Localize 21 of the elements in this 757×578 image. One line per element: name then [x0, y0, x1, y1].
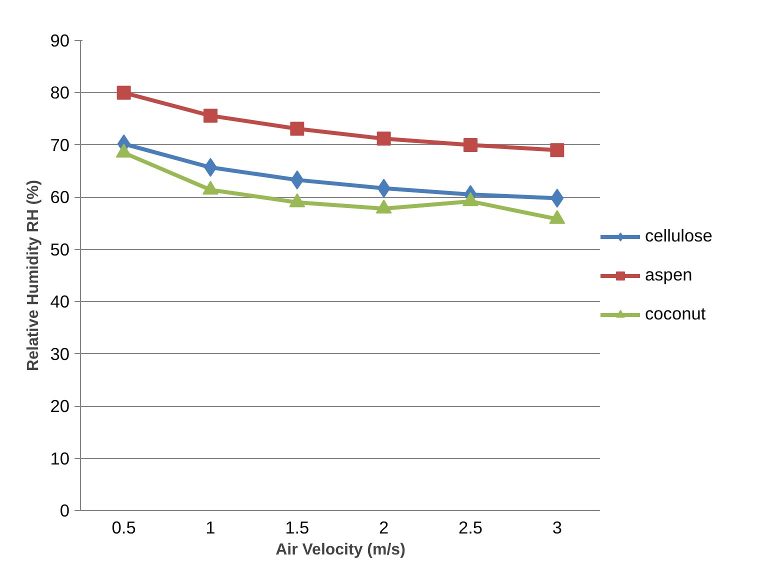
x-tick-label: 1.5 [285, 518, 310, 538]
legend-label: cellulose [645, 226, 712, 246]
y-tick-label: 0 [60, 500, 70, 520]
legend-label: aspen [645, 264, 692, 286]
y-tick-label: 60 [50, 187, 70, 208]
y-tick-label: 30 [50, 344, 70, 364]
x-tick-label: 2 [379, 518, 389, 538]
legend-label: coconut [645, 304, 706, 324]
y-tick-label: 80 [50, 82, 70, 103]
y-axis-title: Relative Humidity RH (%) [25, 180, 42, 372]
x-tick-label: 1 [206, 518, 216, 538]
x-tick-label: 2.5 [458, 518, 483, 538]
y-tick-label: 90 [50, 30, 70, 50]
y-tick-label: 20 [50, 396, 70, 416]
y-tick-label: 40 [50, 292, 70, 312]
x-tick-label: 0.5 [112, 518, 136, 538]
x-tick-label: 3 [552, 518, 562, 538]
x-axis-title: Air Velocity (m/s) [276, 542, 406, 558]
y-tick-label: 50 [50, 239, 70, 260]
y-tick-label: 10 [50, 448, 70, 468]
y-tick-label: 70 [50, 134, 70, 155]
